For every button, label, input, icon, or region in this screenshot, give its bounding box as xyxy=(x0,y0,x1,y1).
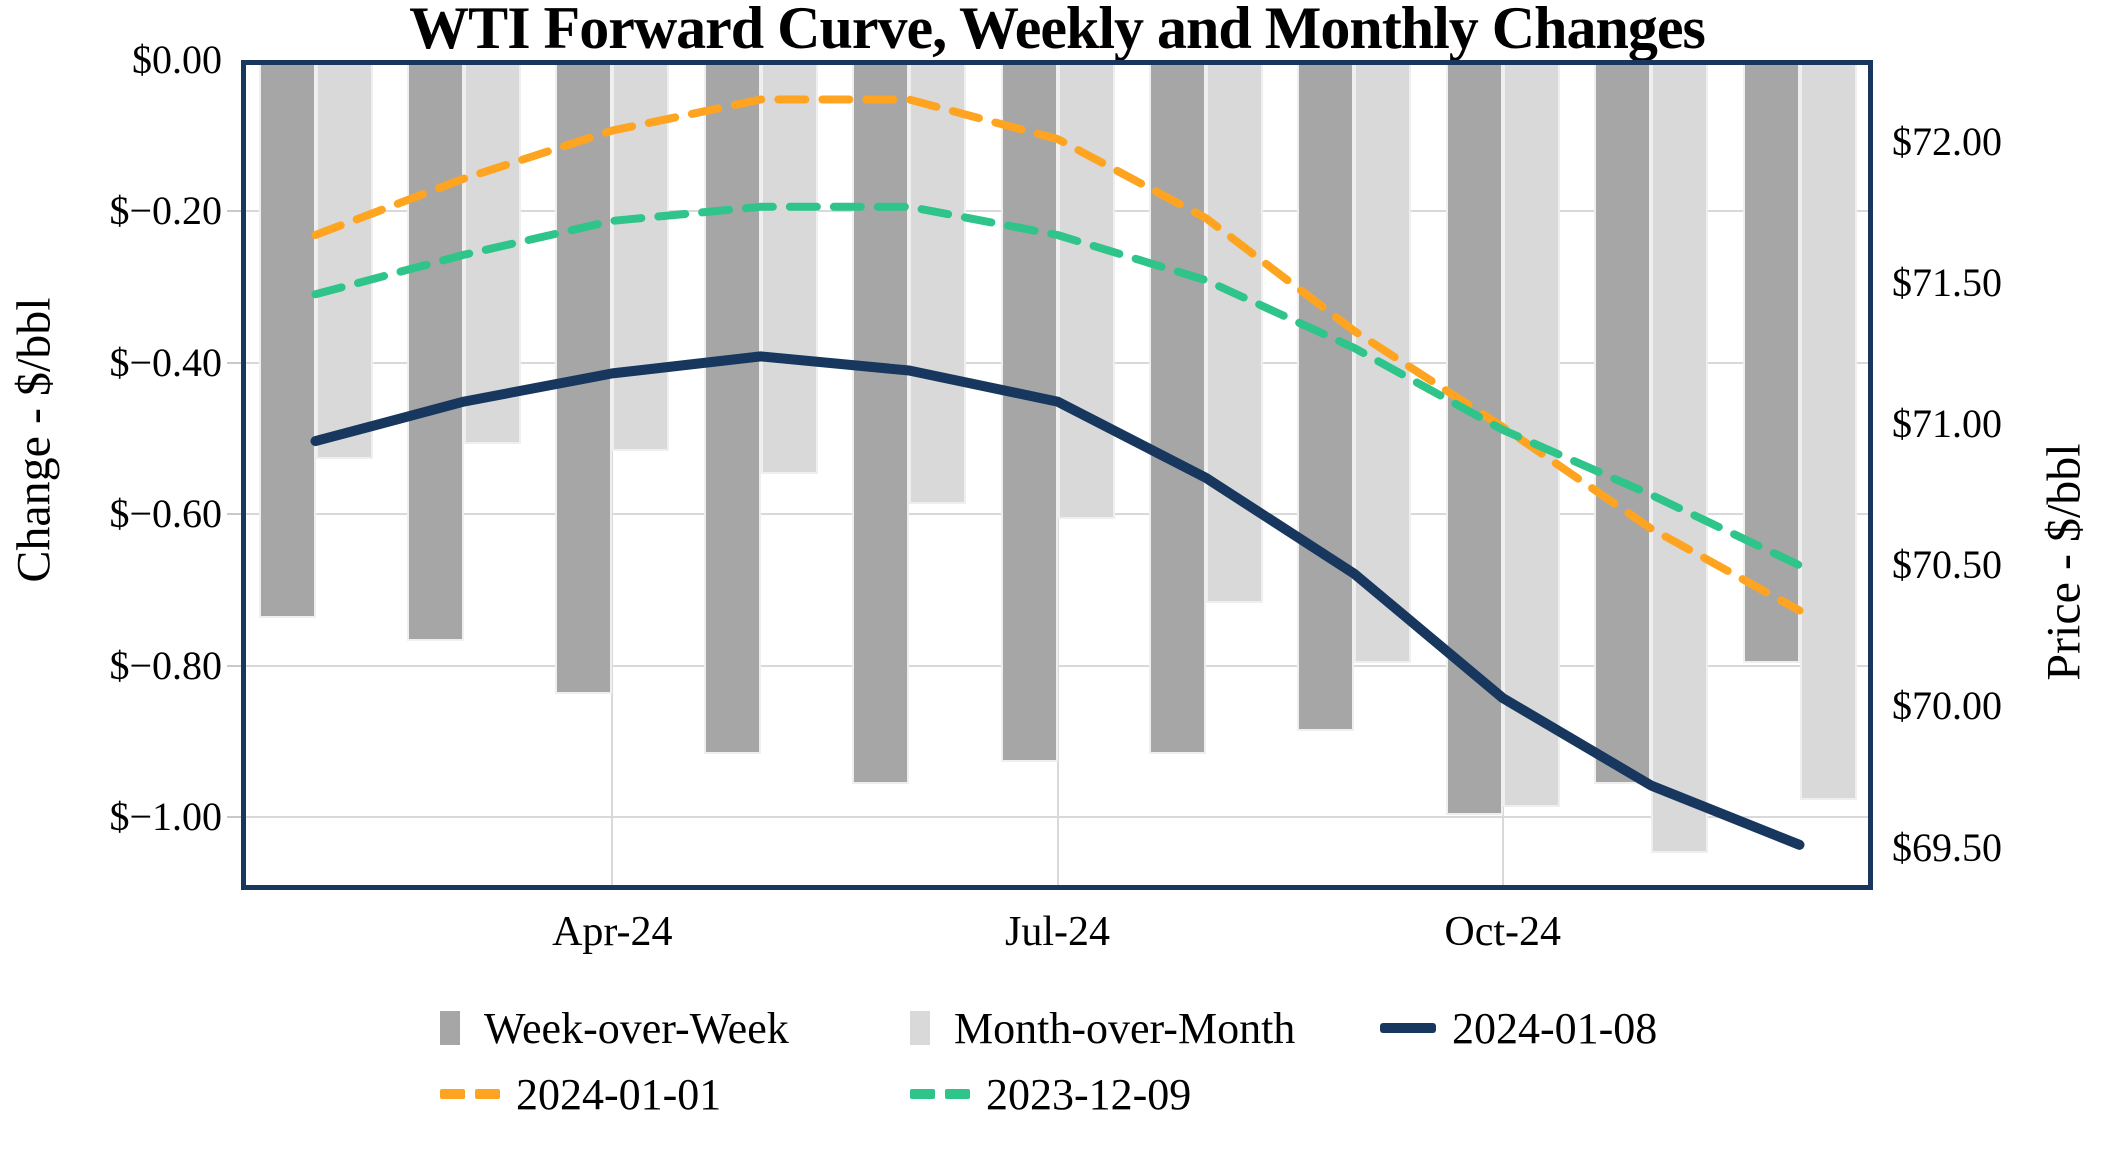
line-2023-12-09 xyxy=(311,202,1804,570)
right-axis-tick-label: $69.50 xyxy=(1892,824,2002,870)
x-axis-tick-label: Jul-24 xyxy=(1005,909,1110,955)
orange-dash-swatch-icon xyxy=(440,1089,500,1099)
bar-month-over-month-Feb-24 xyxy=(315,65,373,459)
x-axis-tick-label: Apr-24 xyxy=(552,909,673,955)
legend-item-2024-01-01: 2024-01-01 xyxy=(440,1061,910,1127)
bar-week-over-week-Aug-24 xyxy=(1148,65,1206,755)
legend-item-2023-12-09: 2023-12-09 xyxy=(910,1061,1380,1127)
legend-label: 2024-01-01 xyxy=(516,1069,722,1119)
bar-week-over-week-Nov-24 xyxy=(1594,65,1652,785)
left-axis-tick-mark xyxy=(227,361,241,364)
bar-week-over-week-May-24 xyxy=(703,65,761,755)
legend-label: Week-over-Week xyxy=(484,1003,789,1053)
bar-month-over-month-Nov-24 xyxy=(1651,65,1709,853)
bar-month-over-month-Mar-24 xyxy=(463,65,521,444)
legend-label: Month-over-Month xyxy=(954,1003,1296,1053)
solid-line-swatch-icon xyxy=(1380,1023,1436,1033)
legend-item-2024-01-08: 2024-01-08 xyxy=(1380,995,1940,1061)
line-chart-svg xyxy=(310,95,1805,850)
left-axis-tick-mark xyxy=(227,513,241,516)
green-dash-swatch-icon xyxy=(910,1089,970,1099)
legend-item-week-over-week: Week-over-Week xyxy=(440,995,910,1061)
chart-title: WTI Forward Curve, Weekly and Monthly Ch… xyxy=(409,0,1706,61)
left-axis-tick-label: $−0.40 xyxy=(109,339,222,385)
left-axis-tick-mark xyxy=(227,816,241,819)
right-axis-tick-label: $71.50 xyxy=(1892,260,2002,306)
legend-item-month-over-month: Month-over-Month xyxy=(910,995,1380,1061)
right-axis-tick-label: $72.00 xyxy=(1892,118,2002,164)
line-2024-01-08 xyxy=(310,351,1805,850)
bar-month-over-month-Aug-24 xyxy=(1205,65,1263,603)
legend-label: 2023-12-09 xyxy=(986,1069,1192,1119)
legend-label: 2024-01-08 xyxy=(1452,1003,1658,1053)
plot-area xyxy=(241,60,1873,890)
right-axis-tick-label: $70.50 xyxy=(1892,542,2002,588)
mom-bar-swatch-icon xyxy=(910,1011,930,1045)
left-axis-tick-label: $−0.80 xyxy=(109,642,222,688)
left-axis-tick-label: $−1.00 xyxy=(109,794,222,840)
left-axis-tick-label: $−0.60 xyxy=(109,491,222,537)
right-axis-tick-label: $71.00 xyxy=(1892,401,2002,447)
x-axis-tick-label: Oct-24 xyxy=(1444,909,1561,955)
wow-bar-swatch-icon xyxy=(440,1011,460,1045)
legend-row-1: Week-over-Week Month-over-Month 2024-01-… xyxy=(440,995,1940,1061)
bar-week-over-week-Jun-24 xyxy=(852,65,910,785)
bar-week-over-week-Mar-24 xyxy=(406,65,464,641)
bar-month-over-month-May-24 xyxy=(760,65,818,474)
left-axis-tick-label: $−0.20 xyxy=(109,188,222,234)
left-axis-tick-label: $0.00 xyxy=(132,37,222,82)
legend: Week-over-Week Month-over-Month 2024-01-… xyxy=(440,995,1940,1127)
bar-week-over-week-Jul-24 xyxy=(1000,65,1058,762)
legend-row-2: 2024-01-01 2023-12-09 xyxy=(440,1061,1940,1127)
bar-week-over-week-Sep-24 xyxy=(1297,65,1355,732)
left-axis-tick-mark xyxy=(227,664,241,667)
line-2024-01-01 xyxy=(311,95,1804,615)
right-axis-title: Price - $/bbl xyxy=(2037,443,2091,681)
vertical-gridline xyxy=(611,65,614,885)
right-axis-tick-label: $70.00 xyxy=(1892,683,2002,729)
bar-week-over-week-Feb-24 xyxy=(258,65,316,618)
bar-month-over-month-Dec-24 xyxy=(1799,65,1857,800)
left-axis-tick-mark xyxy=(227,210,241,213)
bar-month-over-month-Jun-24 xyxy=(909,65,967,505)
